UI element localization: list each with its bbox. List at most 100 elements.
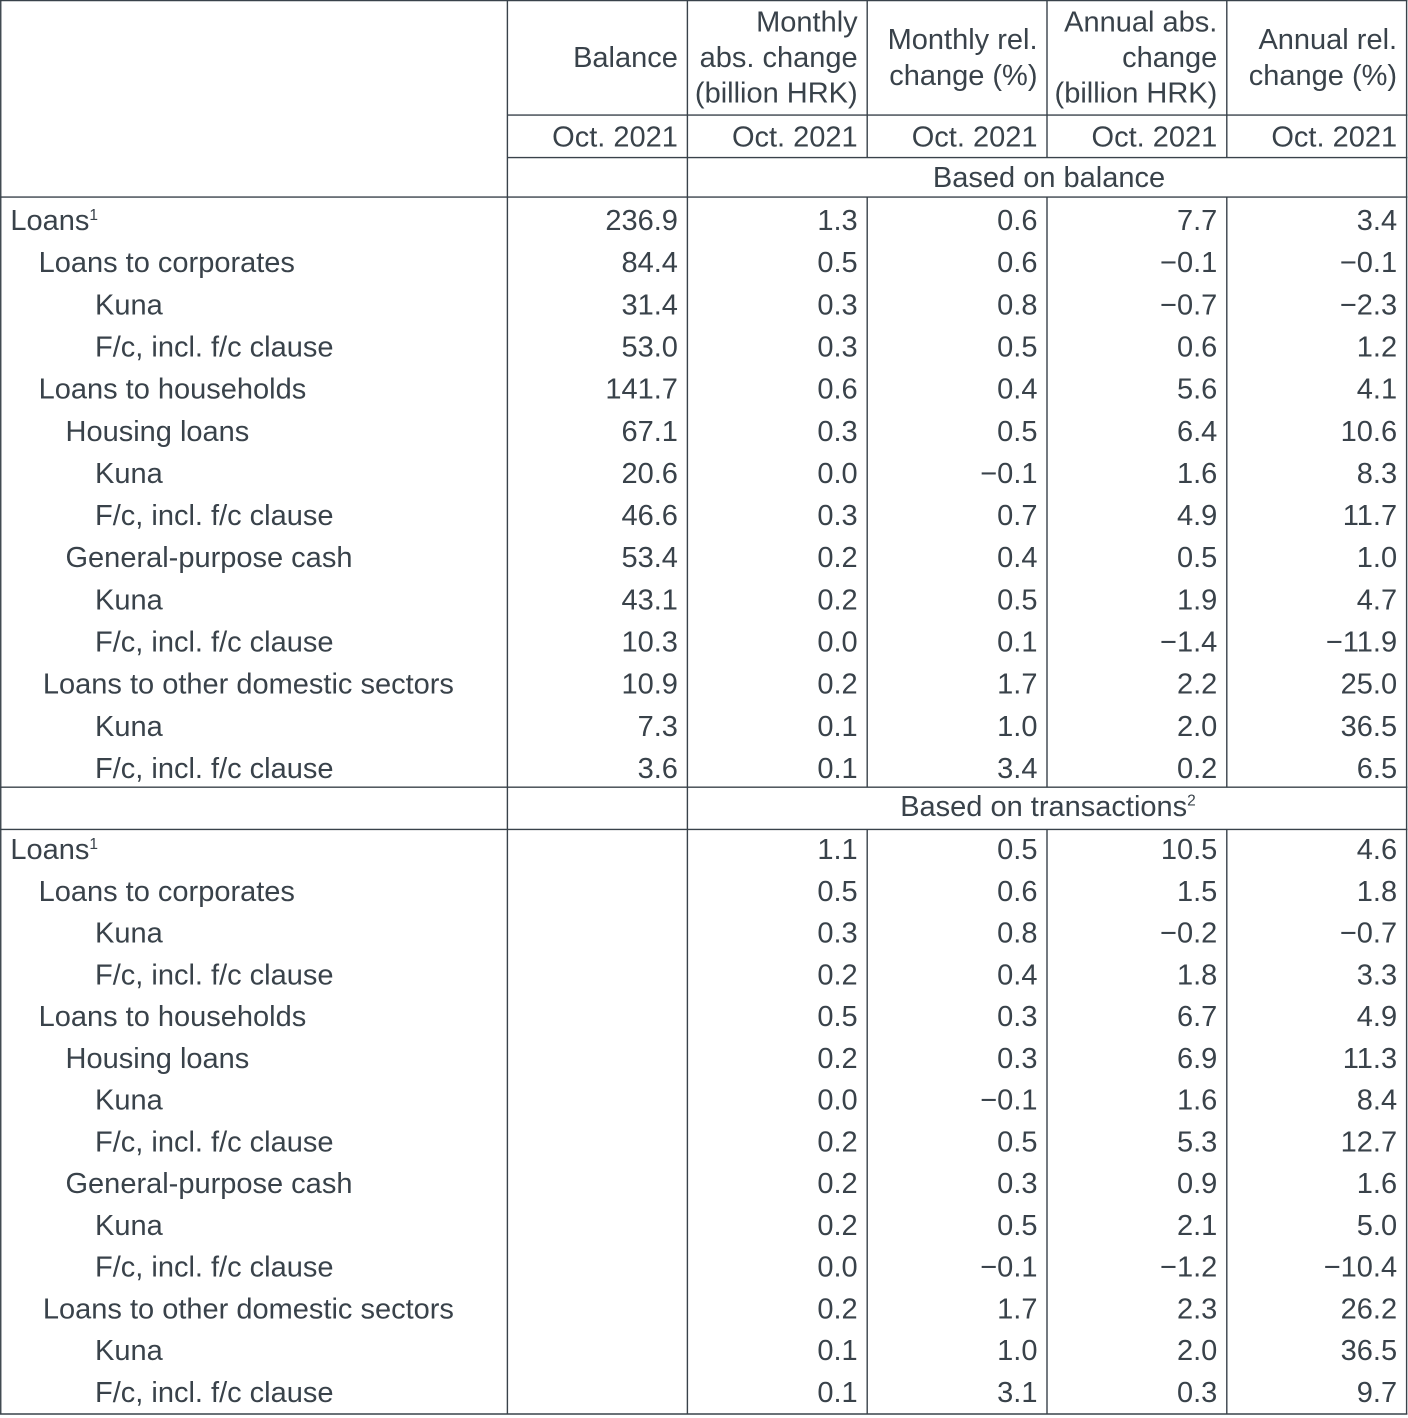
svg-text:0.0: 0.0 bbox=[817, 1252, 857, 1284]
svg-text:Oct. 2021: Oct. 2021 bbox=[1271, 121, 1397, 153]
svg-text:Oct. 2021: Oct. 2021 bbox=[1092, 121, 1218, 153]
svg-text:1.0: 1.0 bbox=[997, 711, 1037, 743]
svg-text:1.3: 1.3 bbox=[817, 205, 857, 237]
svg-text:change: change bbox=[1122, 42, 1217, 74]
svg-text:0.3: 0.3 bbox=[817, 918, 857, 950]
svg-text:5.0: 5.0 bbox=[1357, 1210, 1397, 1242]
svg-text:12.7: 12.7 bbox=[1341, 1126, 1397, 1158]
svg-text:1.7: 1.7 bbox=[997, 669, 1037, 701]
svg-text:Oct. 2021: Oct. 2021 bbox=[732, 121, 858, 153]
svg-text:1.6: 1.6 bbox=[1177, 1085, 1217, 1117]
svg-text:0.2: 0.2 bbox=[817, 1168, 857, 1200]
svg-text:F/c, incl. f/c clause: F/c, incl. f/c clause bbox=[95, 959, 334, 991]
svg-text:0.3: 0.3 bbox=[1177, 1377, 1217, 1409]
svg-text:Kuna: Kuna bbox=[95, 1085, 164, 1117]
svg-text:1.7: 1.7 bbox=[997, 1293, 1037, 1325]
svg-text:0.5: 0.5 bbox=[997, 416, 1037, 448]
svg-text:7.7: 7.7 bbox=[1177, 205, 1217, 237]
svg-text:0.0: 0.0 bbox=[817, 458, 857, 490]
svg-text:46.6: 46.6 bbox=[621, 500, 677, 532]
svg-text:6.5: 6.5 bbox=[1357, 753, 1397, 785]
svg-text:3.4: 3.4 bbox=[1357, 205, 1397, 237]
svg-text:0.1: 0.1 bbox=[997, 627, 1037, 659]
svg-text:1.0: 1.0 bbox=[1357, 542, 1397, 574]
svg-text:Loans1: Loans1 bbox=[10, 834, 98, 866]
svg-text:0.6: 0.6 bbox=[997, 876, 1037, 908]
svg-text:3.6: 3.6 bbox=[638, 753, 678, 785]
svg-text:0.1: 0.1 bbox=[817, 711, 857, 743]
svg-text:Loans1: Loans1 bbox=[10, 205, 98, 237]
svg-text:F/c, incl. f/c clause: F/c, incl. f/c clause bbox=[95, 753, 334, 785]
svg-text:0.3: 0.3 bbox=[997, 1043, 1037, 1075]
svg-text:(billion HRK): (billion HRK) bbox=[1055, 77, 1218, 109]
svg-text:0.3: 0.3 bbox=[997, 1168, 1037, 1200]
svg-text:1.8: 1.8 bbox=[1177, 959, 1217, 991]
svg-text:0.5: 0.5 bbox=[817, 876, 857, 908]
svg-text:0.3: 0.3 bbox=[817, 500, 857, 532]
svg-text:0.5: 0.5 bbox=[1177, 542, 1217, 574]
svg-text:0.2: 0.2 bbox=[817, 542, 857, 574]
svg-text:0.4: 0.4 bbox=[997, 542, 1037, 574]
svg-text:3.4: 3.4 bbox=[997, 753, 1037, 785]
svg-text:1.0: 1.0 bbox=[997, 1335, 1037, 1367]
svg-text:0.3: 0.3 bbox=[997, 1001, 1037, 1033]
svg-text:2.1: 2.1 bbox=[1177, 1210, 1217, 1242]
svg-text:236.9: 236.9 bbox=[605, 205, 678, 237]
svg-text:0.2: 0.2 bbox=[817, 1210, 857, 1242]
svg-text:−1.4: −1.4 bbox=[1160, 627, 1217, 659]
svg-text:Monthly rel.: Monthly rel. bbox=[888, 24, 1038, 56]
svg-text:abs. change: abs. change bbox=[700, 42, 858, 74]
svg-text:67.1: 67.1 bbox=[621, 416, 677, 448]
svg-text:0.5: 0.5 bbox=[997, 331, 1037, 363]
svg-text:Kuna: Kuna bbox=[95, 711, 164, 743]
svg-text:−0.7: −0.7 bbox=[1340, 918, 1397, 950]
svg-text:F/c, incl. f/c clause: F/c, incl. f/c clause bbox=[95, 500, 334, 532]
svg-text:Loans to other domestic sector: Loans to other domestic sectors bbox=[43, 1293, 454, 1325]
svg-text:0.5: 0.5 bbox=[997, 1210, 1037, 1242]
svg-text:1.1: 1.1 bbox=[817, 834, 857, 866]
svg-text:0.2: 0.2 bbox=[1177, 753, 1217, 785]
svg-text:10.5: 10.5 bbox=[1161, 834, 1217, 866]
svg-text:6.7: 6.7 bbox=[1177, 1001, 1217, 1033]
svg-text:10.6: 10.6 bbox=[1341, 416, 1397, 448]
svg-text:0.6: 0.6 bbox=[817, 374, 857, 406]
svg-text:3.1: 3.1 bbox=[997, 1377, 1037, 1409]
svg-text:1.2: 1.2 bbox=[1357, 331, 1397, 363]
svg-text:0.6: 0.6 bbox=[997, 205, 1037, 237]
svg-text:10.3: 10.3 bbox=[621, 627, 677, 659]
svg-text:change (%): change (%) bbox=[1249, 60, 1397, 92]
svg-text:−0.1: −0.1 bbox=[980, 458, 1037, 490]
svg-text:0.2: 0.2 bbox=[817, 669, 857, 701]
svg-text:(billion HRK): (billion HRK) bbox=[695, 77, 858, 109]
svg-text:F/c, incl. f/c clause: F/c, incl. f/c clause bbox=[95, 1126, 334, 1158]
svg-text:Loans to other domestic sector: Loans to other domestic sectors bbox=[43, 669, 454, 701]
svg-text:25.0: 25.0 bbox=[1341, 669, 1397, 701]
svg-text:53.4: 53.4 bbox=[621, 542, 677, 574]
svg-text:4.6: 4.6 bbox=[1357, 834, 1397, 866]
svg-text:4.9: 4.9 bbox=[1357, 1001, 1397, 1033]
svg-text:0.5: 0.5 bbox=[997, 584, 1037, 616]
svg-text:0.2: 0.2 bbox=[817, 1043, 857, 1075]
svg-text:4.7: 4.7 bbox=[1357, 584, 1397, 616]
svg-text:0.2: 0.2 bbox=[817, 959, 857, 991]
svg-text:2.0: 2.0 bbox=[1177, 711, 1217, 743]
svg-text:−1.2: −1.2 bbox=[1160, 1252, 1217, 1284]
svg-text:2.3: 2.3 bbox=[1177, 1293, 1217, 1325]
svg-text:0.5: 0.5 bbox=[817, 247, 857, 279]
svg-text:5.6: 5.6 bbox=[1177, 374, 1217, 406]
svg-text:Balance: Balance bbox=[573, 42, 678, 74]
svg-text:0.5: 0.5 bbox=[817, 1001, 857, 1033]
svg-text:−10.4: −10.4 bbox=[1324, 1252, 1397, 1284]
svg-text:1.9: 1.9 bbox=[1177, 584, 1217, 616]
svg-text:0.6: 0.6 bbox=[997, 247, 1037, 279]
svg-text:change (%): change (%) bbox=[889, 60, 1037, 92]
svg-text:Loans to households: Loans to households bbox=[39, 374, 307, 406]
svg-text:4.1: 4.1 bbox=[1357, 374, 1397, 406]
svg-text:Loans to corporates: Loans to corporates bbox=[39, 247, 295, 279]
svg-text:F/c, incl. f/c clause: F/c, incl. f/c clause bbox=[95, 1252, 334, 1284]
svg-text:1.8: 1.8 bbox=[1357, 876, 1397, 908]
svg-text:−0.7: −0.7 bbox=[1160, 289, 1217, 321]
svg-text:Loans to households: Loans to households bbox=[39, 1001, 307, 1033]
svg-text:11.7: 11.7 bbox=[1343, 500, 1397, 532]
svg-text:141.7: 141.7 bbox=[605, 374, 678, 406]
